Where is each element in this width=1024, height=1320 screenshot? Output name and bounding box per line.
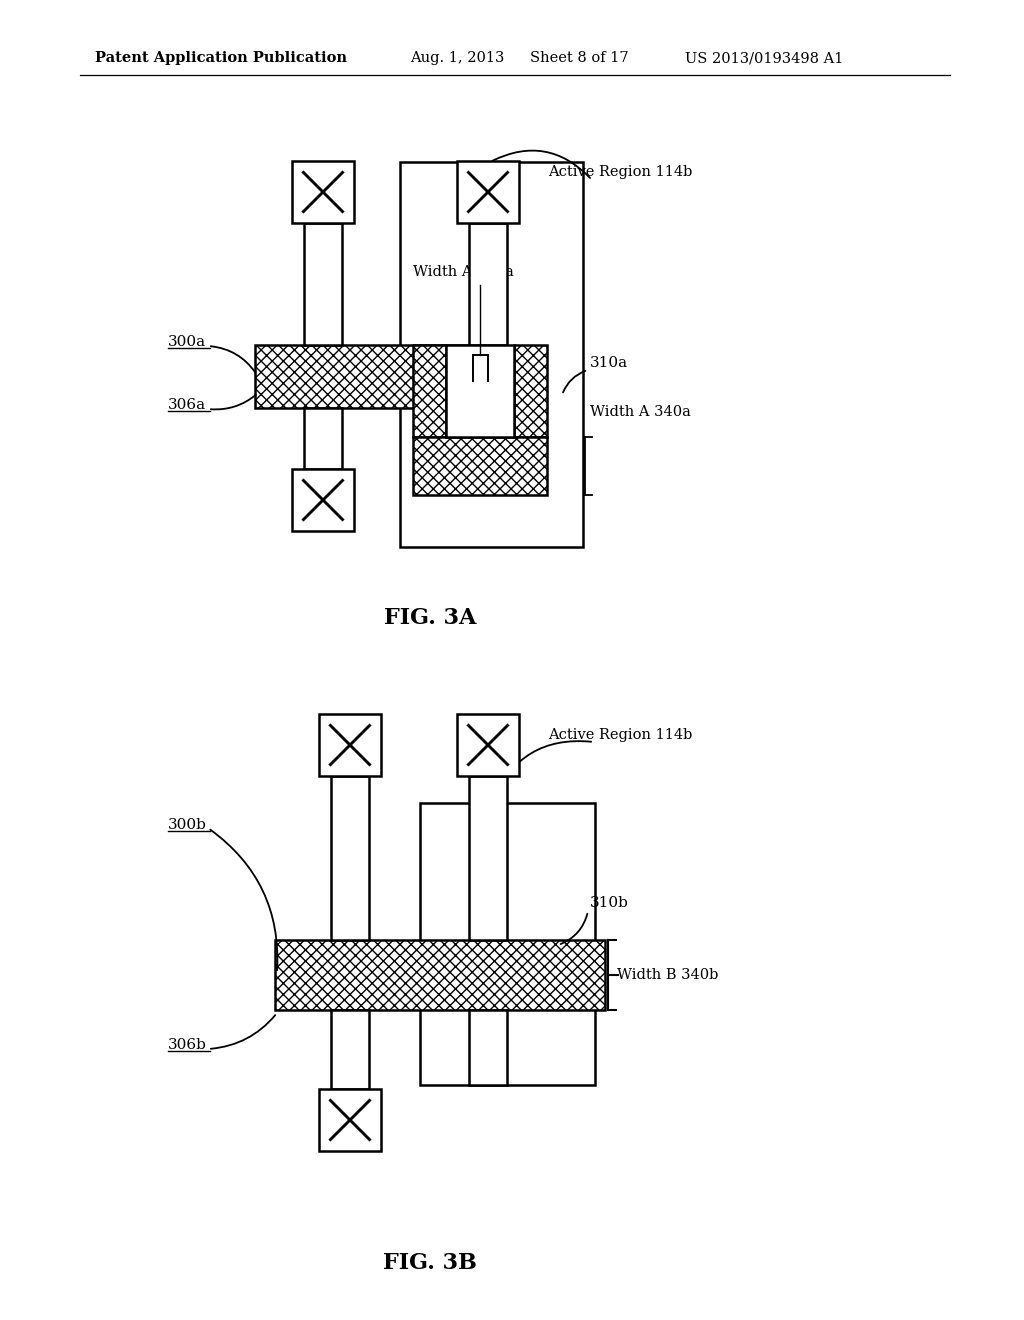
Text: Patent Application Publication: Patent Application Publication [95,51,347,65]
Bar [292,161,354,223]
Bar [413,437,547,495]
Text: 306a: 306a [168,399,206,412]
Bar [400,162,583,546]
Text: Width B 340b: Width B 340b [617,968,719,982]
Text: Aug. 1, 2013: Aug. 1, 2013 [410,51,505,65]
Text: 306b: 306b [168,1038,207,1052]
Text: 300b: 300b [168,818,207,832]
Text: FIG. 3B: FIG. 3B [383,1251,477,1274]
Text: Width A 340a: Width A 340a [413,265,514,279]
Bar [420,803,595,1085]
Bar [331,1010,369,1089]
Text: Active Region 114b: Active Region 114b [548,165,692,180]
Text: Sheet 8 of 17: Sheet 8 of 17 [530,51,629,65]
Text: FIG. 3A: FIG. 3A [384,607,476,630]
Bar [319,714,381,776]
Bar [457,714,519,776]
Text: Width A 340a: Width A 340a [590,405,691,418]
Bar [275,940,605,1010]
Bar [304,223,342,345]
Bar [331,776,369,940]
Bar [319,1089,381,1151]
Bar [514,345,547,437]
Bar [413,345,446,437]
Bar [304,408,342,469]
Text: 310b: 310b [590,896,629,909]
Text: 310a: 310a [590,356,628,370]
Text: Active Region 114b: Active Region 114b [548,729,692,742]
Bar [446,345,514,437]
Bar [469,1010,507,1085]
Bar [292,469,354,531]
Bar [469,776,507,940]
Text: US 2013/0193498 A1: US 2013/0193498 A1 [685,51,844,65]
Bar [457,161,519,223]
Text: 300a: 300a [168,335,206,348]
Bar [255,345,495,408]
Bar [469,223,507,345]
